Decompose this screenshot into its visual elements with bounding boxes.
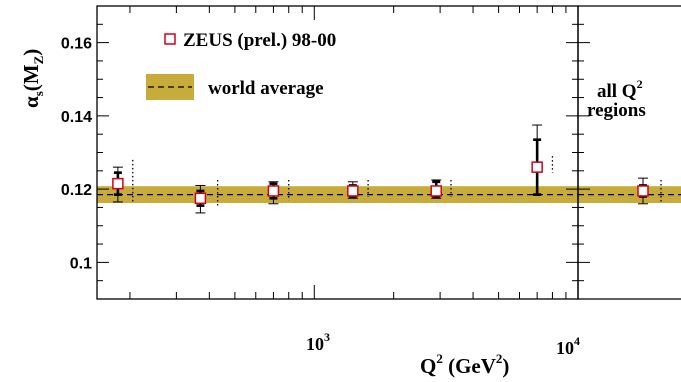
y-tick-label: 0.12 — [61, 182, 92, 199]
combined-label-sup: 2 — [637, 77, 643, 91]
y-label-sub-s: s — [31, 91, 46, 96]
combined-panel-label-line1: all Q2 — [597, 77, 643, 102]
y-tick-label: 0.1 — [70, 255, 92, 272]
x-tick-exp-1000: 3 — [324, 330, 330, 344]
x-axis-label: Q2 (GeV2) — [420, 351, 509, 378]
combined-data-point — [637, 177, 662, 205]
data-point-3-marker — [347, 185, 359, 197]
y-axis-label: αs(MZ) — [19, 49, 46, 108]
combined-panel-label-line2: regions — [587, 100, 646, 121]
y-label-sub-z: Z — [31, 55, 46, 64]
x-tick-exp-10000: 4 — [574, 334, 580, 348]
x-label-unit-sup: 2 — [496, 351, 503, 366]
combined-label-q: all Q — [597, 81, 637, 102]
data-points — [112, 124, 554, 214]
y-label-alpha: α — [19, 96, 43, 108]
plot-frame — [96, 5, 579, 300]
data-point-4-marker — [430, 185, 442, 197]
legend-world-label: world average — [208, 78, 324, 99]
axis-ticks — [97, 5, 590, 300]
x-label-unit-close: ) — [502, 354, 509, 378]
y-label-paren-open: (M — [19, 64, 43, 91]
data-point-0-marker — [112, 177, 124, 190]
x-tick-base-1000: 10 — [306, 334, 324, 354]
legend-zeus-label: ZEUS (prel.) 98-00 — [183, 30, 336, 51]
combined-point-marker — [637, 185, 649, 197]
y-tick-labels: 0.1 0.12 0.14 0.16 — [61, 36, 92, 273]
x-label-sup: 2 — [436, 351, 443, 366]
x-tick-label-10000: 104 — [556, 334, 580, 358]
x-label-main: Q — [420, 354, 436, 378]
y-label-paren-close: ) — [19, 49, 43, 56]
y-tick-label: 0.16 — [61, 36, 92, 53]
legend-zeus-marker — [164, 33, 176, 45]
y-tick-label: 0.14 — [61, 109, 92, 126]
data-point-2-marker — [267, 185, 280, 197]
data-point-1-marker — [194, 192, 207, 205]
x-tick-label-1000: 103 — [306, 330, 330, 354]
x-label-unit-open: (GeV — [443, 354, 496, 378]
x-tick-base-10000: 10 — [556, 338, 574, 358]
data-point-5-marker — [531, 161, 543, 173]
